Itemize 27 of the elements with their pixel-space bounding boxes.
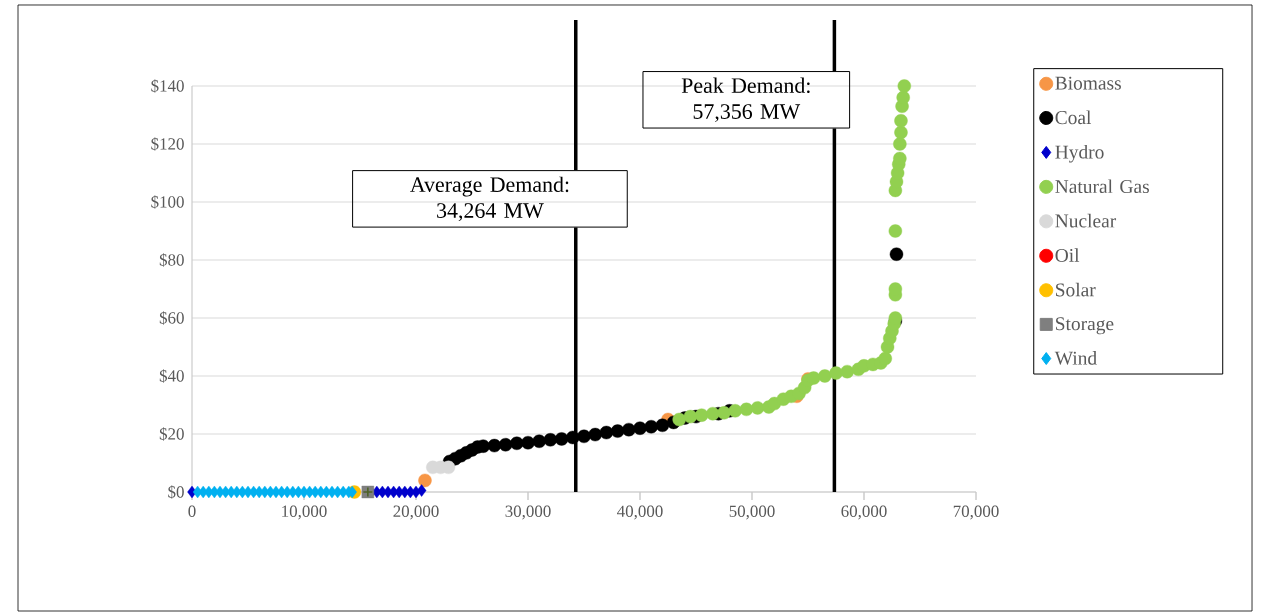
legend-label: Biomass (1055, 76, 1121, 90)
legend-label: Wind (1054, 351, 1097, 365)
legend-label: Storage (1056, 317, 1114, 335)
y-tick-label: $140 (151, 79, 184, 93)
ref-line-label: Peak Demand: 57,356 MW (681, 77, 810, 123)
y-tick-label: $100 (151, 195, 184, 209)
x-tick-label: 0 (188, 505, 196, 517)
y-tick-label: $80 (159, 253, 184, 267)
ref-line-label: Average Demand: 34,264 MW (410, 176, 569, 222)
x-tick-label: 70,000 (953, 505, 999, 520)
x-tick-label: 50,000 (729, 505, 775, 520)
x-tick-label: 60,000 (841, 505, 887, 520)
legend-label: Solar (1056, 282, 1096, 297)
y-tick-label: $20 (159, 427, 184, 441)
legend-label: Hydro (1055, 144, 1104, 163)
y-tick-label: $40 (159, 369, 184, 383)
x-tick-label: 20,000 (393, 505, 439, 520)
legend-label: Natural Gas (1055, 179, 1149, 194)
legend-label: Coal (1055, 110, 1092, 125)
y-tick-label: $60 (159, 311, 184, 325)
y-tick-label: $0 (168, 485, 184, 499)
legend-label: Nuclear (1055, 213, 1117, 228)
y-tick-label: $120 (151, 137, 184, 151)
legend-label: Oil (1055, 248, 1080, 262)
x-tick-label: 30,000 (505, 505, 551, 520)
x-tick-label: 40,000 (617, 505, 663, 520)
x-tick-label: 10,000 (282, 505, 327, 520)
